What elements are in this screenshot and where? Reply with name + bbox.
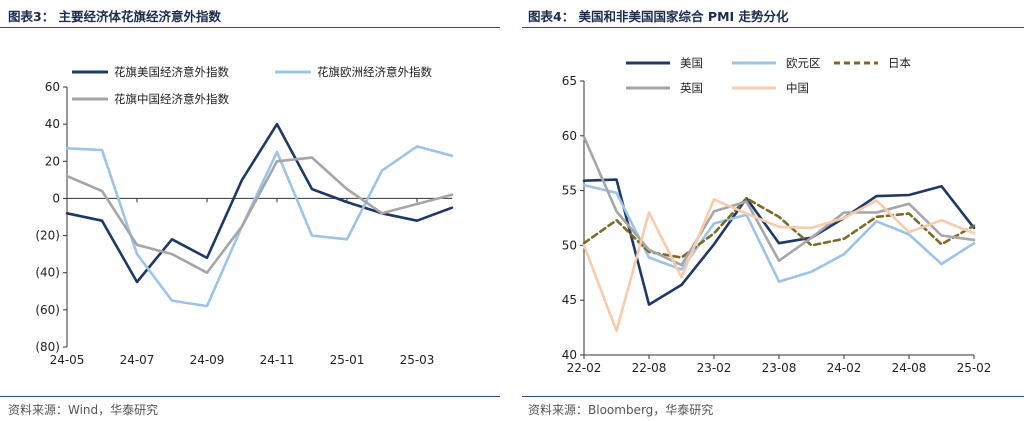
right-x-tick-label: 25-02 bbox=[957, 361, 992, 375]
right-figure-title: 图表4： 美国和非美国国家综合 PMI 走势分化 bbox=[528, 9, 789, 24]
right-y-tick-label: 55 bbox=[562, 184, 577, 198]
left-y-tick-label: 0 bbox=[52, 191, 60, 205]
right-y-tick-label: 40 bbox=[562, 348, 577, 362]
right-x-tick-label: 22-02 bbox=[567, 361, 602, 375]
left-x-tick-label: 25-01 bbox=[330, 353, 365, 367]
legend-label-china: 中国 bbox=[786, 81, 809, 95]
right-series-line-0 bbox=[582, 178, 976, 306]
right-y-tick-label: 60 bbox=[562, 129, 577, 143]
legend-label-eurozone: 欧元区 bbox=[786, 56, 821, 70]
right-y-tick-label: 45 bbox=[562, 293, 577, 307]
left-y-tick-label: (40) bbox=[35, 266, 60, 280]
right-x-tick-label: 22-08 bbox=[632, 361, 667, 375]
left-y-tick-label: (20) bbox=[35, 229, 60, 243]
left-y-tick-label: 60 bbox=[45, 80, 60, 94]
left-series-lines bbox=[65, 122, 454, 308]
right-x-tick-label: 23-02 bbox=[697, 361, 732, 375]
left-y-tick-label: (80) bbox=[35, 340, 60, 354]
left-y-tick-label: 20 bbox=[45, 154, 60, 168]
left-x-tick-label: 25-03 bbox=[400, 353, 435, 367]
left-source: 资料来源：Wind，华泰研究 bbox=[8, 403, 159, 417]
left-x-tick-label: 24-11 bbox=[260, 353, 295, 367]
right-title-rule bbox=[522, 27, 1024, 28]
right-legend: 美国 欧元区 日本 英国 中国 bbox=[626, 56, 911, 95]
legend-label-us-pmi: 美国 bbox=[680, 56, 703, 70]
left-title-rule bbox=[0, 27, 500, 28]
left-source-rule bbox=[0, 396, 500, 397]
left-y-tick-label: (60) bbox=[35, 303, 60, 317]
left-legend: 花旗美国经济意外指数 花旗欧洲经济意外指数 花旗中国经济意外指数 bbox=[72, 65, 432, 106]
left-series-line-2 bbox=[65, 156, 454, 274]
legend-label-uk: 英国 bbox=[680, 81, 703, 95]
left-y-tick-label: 40 bbox=[45, 117, 60, 131]
right-x-tick-label: 24-08 bbox=[892, 361, 927, 375]
right-x-axis: 22-02 22-08 23-02 23-08 24-02 24-08 25-02 bbox=[567, 354, 992, 375]
left-chart: 花旗美国经济意外指数 花旗欧洲经济意外指数 花旗中国经济意外指数 60 40 20 0… bbox=[35, 65, 454, 367]
right-y-tick-label: 50 bbox=[562, 238, 577, 252]
left-series-line-0 bbox=[65, 122, 454, 284]
right-series-line-4 bbox=[582, 198, 976, 333]
left-x-axis: 24-05 24-07 24-09 24-11 25-01 25-03 bbox=[50, 197, 452, 367]
left-x-tick-label: 24-05 bbox=[50, 353, 85, 367]
right-series-line-2 bbox=[582, 197, 976, 259]
right-series-line-3 bbox=[582, 135, 976, 267]
right-series-lines bbox=[582, 135, 976, 333]
right-y-tick-label: 65 bbox=[562, 74, 577, 88]
right-y-axis: 65 60 55 50 45 40 bbox=[562, 74, 585, 362]
right-source-rule bbox=[522, 396, 1024, 397]
left-y-axis: 60 40 20 0 (20) (40) (60) (80) bbox=[35, 80, 68, 354]
right-x-tick-label: 24-02 bbox=[827, 361, 862, 375]
right-source: 资料来源：Bloomberg，华泰研究 bbox=[528, 403, 714, 417]
right-x-tick-label: 23-08 bbox=[762, 361, 797, 375]
left-x-tick-label: 24-09 bbox=[190, 353, 225, 367]
left-x-tick-label: 24-07 bbox=[120, 353, 155, 367]
legend-label-cn: 花旗中国经济意外指数 bbox=[114, 92, 229, 106]
legend-label-eu: 花旗欧洲经济意外指数 bbox=[317, 65, 432, 79]
legend-label-us: 花旗美国经济意外指数 bbox=[114, 65, 229, 79]
legend-label-japan: 日本 bbox=[888, 56, 911, 70]
right-series-line-1 bbox=[582, 183, 976, 283]
left-figure-title: 图表3： 主要经济体花旗经济意外指数 bbox=[8, 9, 222, 24]
